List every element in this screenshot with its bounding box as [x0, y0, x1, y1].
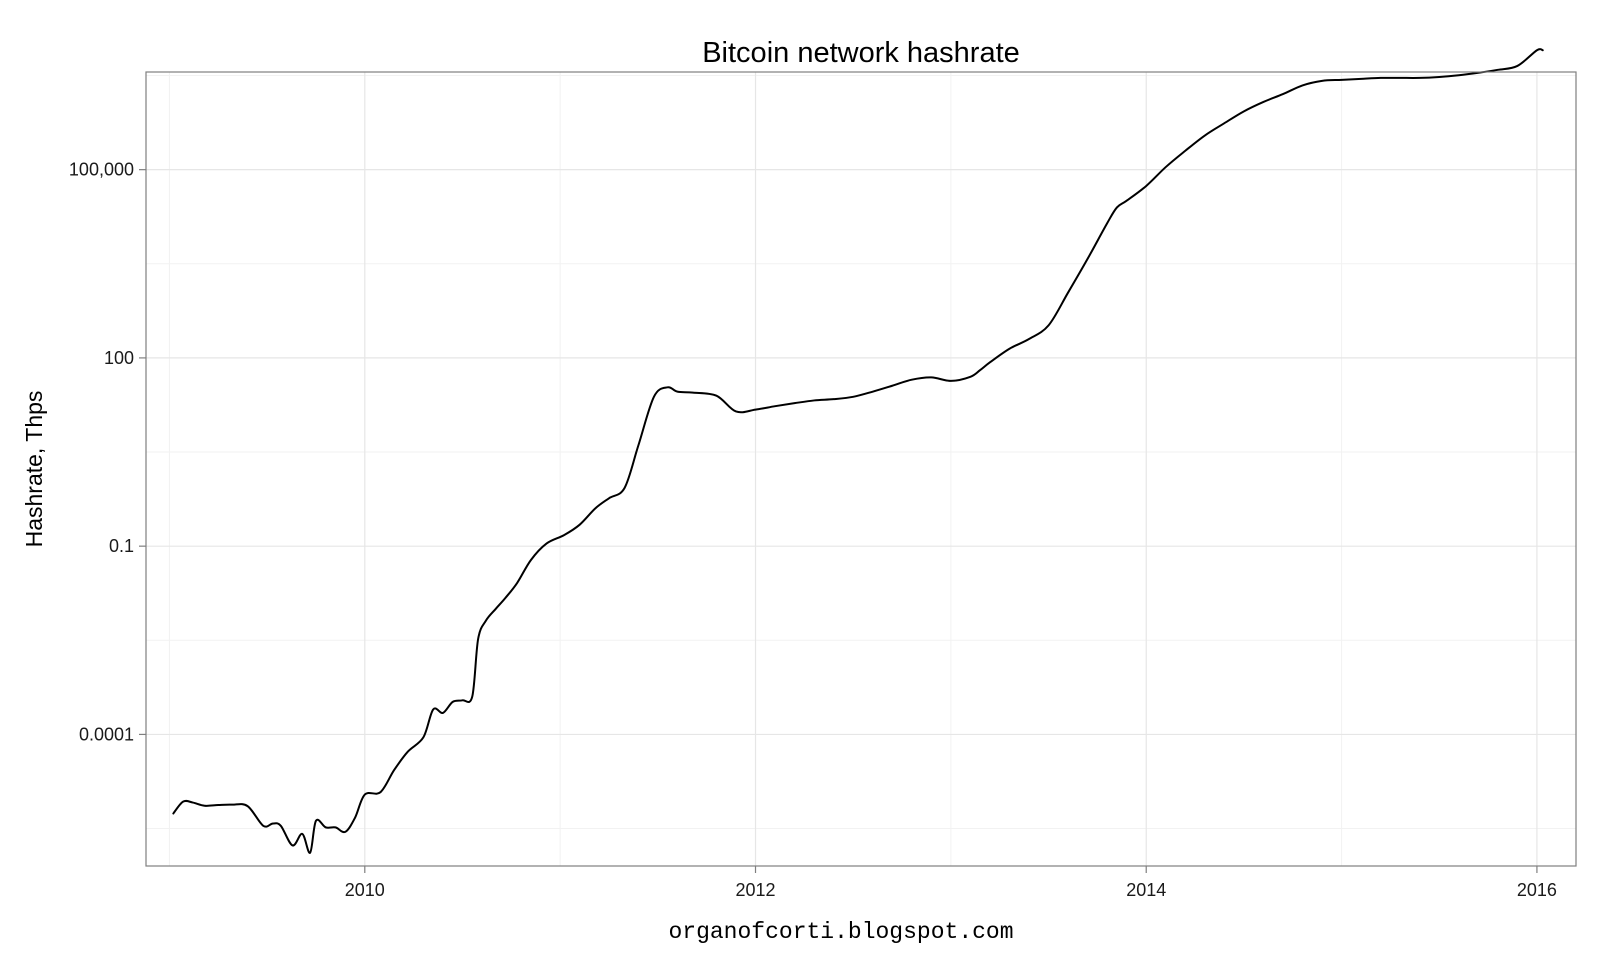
x-tick-label: 2014 [1126, 880, 1166, 900]
hashrate-series-line [172, 48, 1544, 854]
y-tick-label: 0.0001 [79, 724, 134, 744]
y-axis-label: Hashrate, Thps [21, 391, 47, 548]
chart-title: Bitcoin network hashrate [702, 37, 1020, 69]
x-tick-label: 2010 [345, 880, 385, 900]
x-tick-label: 2016 [1517, 880, 1557, 900]
y-axis-ticks: 0.0001 0.1 100 100,000 [69, 160, 146, 744]
x-axis-label: organofcorti.blogspot.com [668, 919, 1013, 945]
y-tick-label: 100 [104, 348, 134, 368]
y-tick-label: 0.1 [109, 536, 134, 556]
minor-gridlines [146, 72, 1576, 866]
x-tick-label: 2012 [735, 880, 775, 900]
y-tick-label: 100,000 [69, 160, 134, 180]
plot-panel-border [145, 71, 1577, 867]
major-gridlines [146, 72, 1576, 866]
x-axis-ticks: 2010 2012 2014 2016 [345, 866, 1557, 900]
